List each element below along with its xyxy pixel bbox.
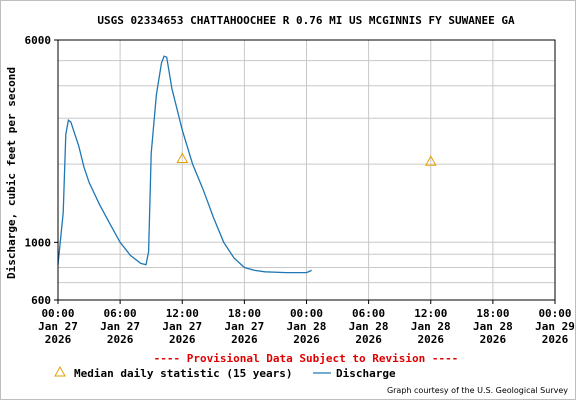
y-tick-label: 1000 (25, 236, 52, 249)
x-tick-label: Jan 28 (411, 320, 451, 333)
x-tick-label: 18:00 (476, 307, 509, 320)
credit-note: Graph courtesy of the U.S. Geological Su… (387, 386, 568, 395)
x-tick-label: 18:00 (228, 307, 261, 320)
provisional-note: ---- Provisional Data Subject to Revisio… (154, 352, 459, 365)
x-tick-label: 2026 (542, 333, 569, 346)
x-tick-label: 2026 (45, 333, 72, 346)
grid-lines (58, 40, 555, 300)
median-point (424, 155, 437, 166)
y-tick-label: 6000 (25, 34, 52, 47)
x-tick-label: Jan 28 (349, 320, 389, 333)
x-tick-label: Jan 29 (535, 320, 575, 333)
x-tick-label: Jan 28 (287, 320, 327, 333)
x-tick-label: 2026 (418, 333, 445, 346)
legend: Median daily statistic (15 years) Dischar… (54, 365, 396, 380)
legend-median-marker (54, 365, 66, 377)
x-tick-label: Jan 27 (38, 320, 78, 333)
x-tick-label: 2026 (480, 333, 507, 346)
legend-discharge-label: Discharge (336, 367, 396, 380)
legend-median-label: Median daily statistic (15 years) (74, 367, 293, 380)
x-tick-label: 2026 (355, 333, 382, 346)
discharge-line (57, 55, 312, 274)
median-point (176, 152, 189, 163)
y-tick-label: 600 (31, 294, 51, 307)
x-tick-label: 00:00 (41, 307, 74, 320)
chart-title: USGS 02334653 CHATTAHOOCHEE R 0.76 MI US… (97, 14, 515, 27)
y-tick-labels: 6000 1000 600 (25, 34, 58, 307)
data-marks (57, 55, 437, 274)
x-tick-label: Jan 27 (162, 320, 202, 333)
x-tick-label: 2026 (107, 333, 134, 346)
x-tick-label: 2026 (231, 333, 258, 346)
y-axis-label: Discharge, cubic feet per second (5, 67, 18, 279)
x-tick-label: 2026 (293, 333, 320, 346)
x-tick-label: 12:00 (414, 307, 447, 320)
x-tick-label: 2026 (169, 333, 196, 346)
x-tick-label: Jan 28 (473, 320, 513, 333)
plot-border (57, 39, 556, 301)
x-tick-label: 00:00 (538, 307, 571, 320)
x-tick-label: 06:00 (352, 307, 385, 320)
x-tick-label: 06:00 (104, 307, 137, 320)
x-tick-label: Jan 27 (100, 320, 140, 333)
x-tick-label: Jan 27 (225, 320, 265, 333)
x-tick-label: 00:00 (290, 307, 323, 320)
x-tick-label: 12:00 (166, 307, 199, 320)
